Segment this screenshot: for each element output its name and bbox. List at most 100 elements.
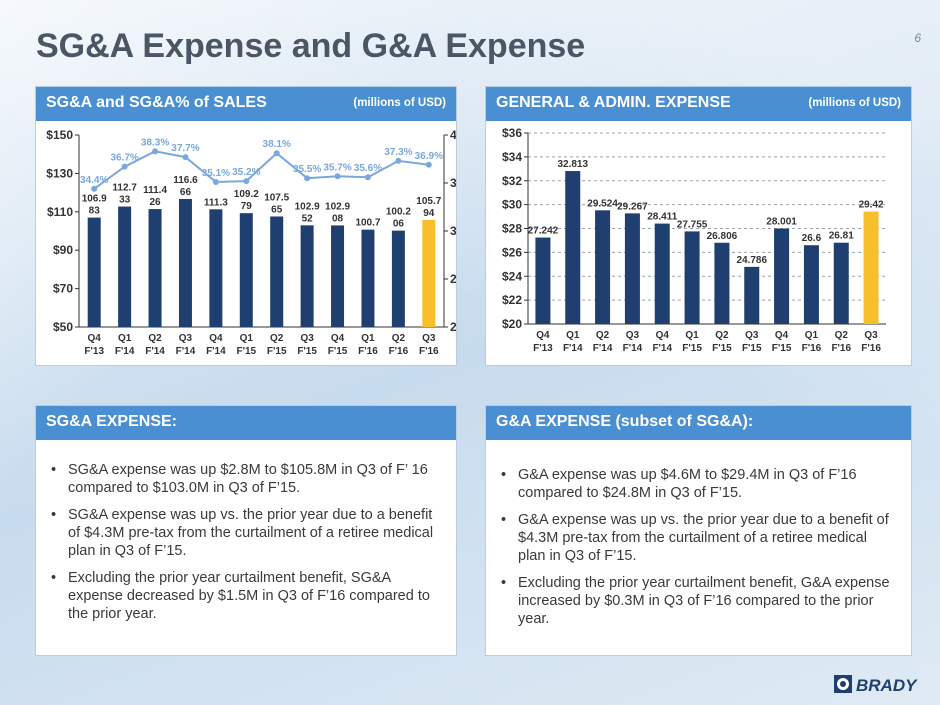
sga-bullet: SG&A expense was up vs. the prior year d… [46, 506, 440, 560]
ga-x-tick-label: Q1 [805, 330, 819, 341]
ga-x-tick-label: Q2 [596, 330, 610, 341]
sga-pct-label: 35.2% [232, 167, 260, 178]
sga-bar [331, 225, 345, 327]
x-tick-label: F'14 [176, 346, 196, 357]
ga-bar-label: 27.242 [528, 226, 559, 237]
sga-pct-label: 34.4% [80, 175, 108, 186]
x-tick-label: F'15 [328, 346, 348, 357]
ga-axis-tick-label: $36 [502, 126, 522, 140]
x-tick-label: Q1 [118, 333, 132, 344]
ga-x-tick-label: F'15 [772, 343, 792, 354]
ga-chart-title: GENERAL & ADMIN. EXPENSE [496, 94, 731, 111]
left-axis-tick-label: $150 [46, 128, 73, 142]
sga-bar-label: 116.6 [173, 175, 198, 186]
sga-chart-title: SG&A and SG&A% of SALES [46, 94, 267, 111]
sga-pct-point [152, 148, 159, 155]
x-tick-label: Q1 [240, 333, 254, 344]
sga-bar [270, 216, 284, 327]
ga-x-tick-label: Q2 [715, 330, 729, 341]
sga-bar-label: 33 [119, 195, 131, 206]
ga-chart: $20 $22 $24 $26 $28 $30 $32 $34 $36 27.242 Q4 F'13 3… [502, 126, 886, 354]
ga-bar-label: 24.786 [736, 255, 767, 266]
sga-chart-header: SG&A and SG&A% of SALES (millions of USD… [36, 87, 456, 121]
ga-expense-bullets: G&A expense was up $4.6M to $29.4M in Q3… [496, 466, 895, 637]
sga-pct-label: 37.7% [171, 143, 199, 154]
ga-expense-panel: G&A EXPENSE (subset of SG&A): G&A expens… [485, 405, 912, 656]
x-tick-label: F'16 [358, 346, 378, 357]
sga-bar-label: 105.7 [416, 196, 441, 207]
x-tick-label: Q3 [422, 333, 436, 344]
ga-bar [654, 223, 670, 324]
sga-pct-point [121, 163, 128, 170]
x-tick-label: Q4 [209, 333, 223, 344]
sga-bar [178, 199, 192, 327]
x-tick-label: F'13 [84, 346, 104, 357]
right-axis-tick-label: 30% [450, 224, 456, 238]
sga-bar-label: 102.9 [325, 201, 350, 212]
ga-bar-label: 26.806 [707, 231, 738, 242]
ga-x-tick-label: F'16 [802, 343, 822, 354]
ga-axis-tick-label: $30 [502, 198, 522, 212]
ga-bar-label: 28.411 [647, 212, 677, 223]
x-tick-label: F'16 [389, 346, 409, 357]
ga-x-tick-label: F'14 [652, 343, 672, 354]
sga-chart-units: (millions of USD) [353, 97, 446, 109]
x-tick-label: Q3 [179, 333, 193, 344]
sga-pct-point [182, 154, 189, 161]
sga-bar-label: 107.5 [264, 192, 289, 203]
ga-chart-units: (millions of USD) [808, 97, 901, 109]
ga-x-tick-label: Q2 [835, 330, 849, 341]
sga-pct-point [91, 185, 98, 192]
x-tick-label: F'15 [267, 346, 287, 357]
sga-bar-label: 83 [89, 206, 101, 217]
ga-axis-tick-label: $22 [502, 293, 522, 307]
x-tick-label: Q4 [331, 333, 345, 344]
sga-bar [391, 230, 405, 327]
ga-bar-label: 28.001 [766, 216, 797, 227]
right-axis-tick-label: 25% [450, 272, 456, 286]
sga-bar [422, 219, 436, 327]
ga-axis-tick-label: $26 [502, 245, 522, 259]
ga-axis-tick-label: $24 [502, 269, 522, 283]
ga-x-tick-label: F'13 [533, 343, 553, 354]
sga-pct-line [93, 150, 429, 190]
sga-bar-label: 06 [393, 219, 405, 230]
sga-bullet: Excluding the prior year curtailment ben… [46, 569, 440, 623]
slide-title: SG&A Expense and G&A Expense [36, 27, 586, 65]
ga-axis-tick-label: $28 [502, 222, 522, 236]
sga-bar-label: 100.7 [355, 218, 380, 229]
sga-bar [118, 206, 132, 327]
x-tick-label: Q2 [392, 333, 406, 344]
x-tick-label: F'14 [206, 346, 226, 357]
ga-expense-header: G&A EXPENSE (subset of SG&A): [486, 406, 911, 440]
left-axis-tick-label: $90 [53, 243, 73, 257]
ga-x-tick-label: Q1 [685, 330, 699, 341]
ga-bar-label: 26.6 [802, 233, 822, 244]
ga-x-tick-label: F'15 [742, 343, 762, 354]
sga-expense-panel: SG&A EXPENSE: SG&A expense was up $2.8M … [35, 405, 457, 656]
ga-x-tick-label: F'16 [831, 343, 851, 354]
sga-expense-title: SG&A EXPENSE: [46, 413, 177, 430]
ga-bar [774, 228, 790, 324]
sga-pct-label: 35.6% [354, 163, 382, 174]
sga-bar-label: 102.9 [295, 201, 320, 212]
sga-pct-label: 38.3% [141, 137, 169, 148]
left-axis-tick-label: $70 [53, 282, 73, 296]
sga-pct-point [395, 157, 402, 164]
sga-bar [361, 229, 375, 327]
sga-pct-label: 35.7% [323, 162, 351, 173]
x-tick-label: F'16 [419, 346, 439, 357]
ga-x-tick-label: F'15 [682, 343, 702, 354]
left-axis-tick-label: $130 [46, 166, 73, 180]
right-axis-tick-label: 20% [450, 320, 456, 334]
ga-x-tick-label: F'15 [712, 343, 732, 354]
x-tick-label: F'14 [145, 346, 165, 357]
sga-bar-label: 08 [332, 213, 344, 224]
sga-bar-label: 52 [302, 213, 314, 224]
ga-x-tick-label: Q1 [566, 330, 580, 341]
ga-bar-label: 29.524 [587, 198, 618, 209]
sga-bullet: SG&A expense was up $2.8M to $105.8M in … [46, 461, 440, 497]
sga-pct-label: 35.5% [293, 164, 321, 175]
sga-bar [87, 217, 101, 327]
x-tick-label: F'15 [236, 346, 256, 357]
